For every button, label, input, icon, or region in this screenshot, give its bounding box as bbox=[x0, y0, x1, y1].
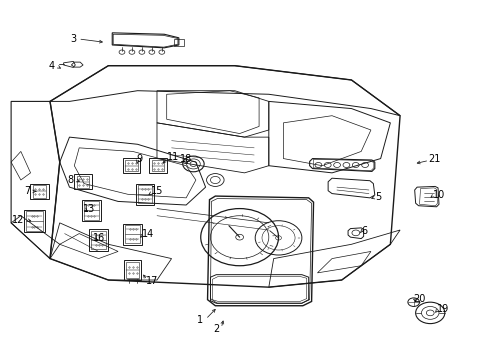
Text: 15: 15 bbox=[151, 186, 163, 197]
Text: 16: 16 bbox=[93, 233, 105, 243]
Text: 3: 3 bbox=[70, 34, 77, 44]
Text: 7: 7 bbox=[24, 186, 30, 197]
Text: 17: 17 bbox=[146, 276, 158, 286]
Text: 12: 12 bbox=[12, 215, 25, 225]
Text: 1: 1 bbox=[197, 315, 203, 325]
Text: 5: 5 bbox=[374, 192, 380, 202]
Text: 9: 9 bbox=[136, 154, 142, 164]
Text: 6: 6 bbox=[361, 226, 366, 236]
Text: 8: 8 bbox=[67, 175, 73, 185]
Text: 11: 11 bbox=[166, 152, 179, 162]
Text: 10: 10 bbox=[432, 190, 445, 200]
Text: 19: 19 bbox=[436, 304, 448, 314]
Text: 18: 18 bbox=[180, 154, 192, 164]
Text: 4: 4 bbox=[49, 62, 55, 71]
Text: 21: 21 bbox=[427, 154, 440, 164]
Text: 20: 20 bbox=[413, 294, 425, 303]
Text: 2: 2 bbox=[213, 324, 219, 334]
Text: 14: 14 bbox=[142, 229, 154, 239]
Text: 13: 13 bbox=[83, 204, 95, 214]
